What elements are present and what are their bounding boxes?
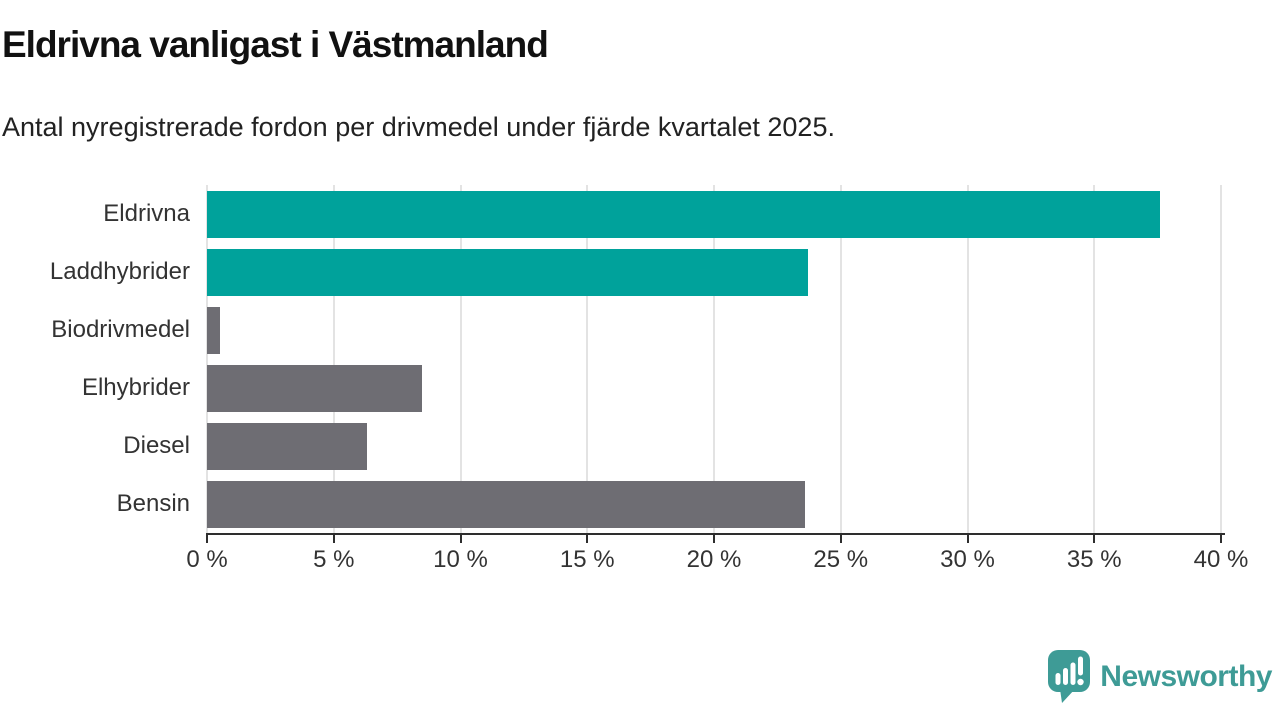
- newsworthy-wordmark: Newsworthy: [1100, 659, 1272, 693]
- gridline-15: [586, 185, 589, 533]
- chart-title: Eldrivna vanligast i Västmanland: [2, 24, 549, 65]
- newsworthy-logo[interactable]: Newsworthy: [1047, 649, 1272, 704]
- gridline-30: [966, 185, 969, 533]
- x-tick-label-30: 30 %: [940, 546, 995, 573]
- gridline-10: [459, 185, 462, 533]
- gridline-35: [1093, 185, 1096, 533]
- x-axis-tick-0: [206, 535, 208, 543]
- gridline-40: [1220, 185, 1222, 533]
- x-axis-tick-25: [839, 535, 842, 543]
- category-label-elhybrider: Elhybrider: [81, 374, 190, 401]
- chart-subtitle: Antal nyregistrerade fordon per drivmede…: [2, 112, 835, 142]
- bar-chart-plot-area: [206, 185, 1222, 533]
- category-label-eldrivna: Eldrivna: [103, 200, 190, 227]
- x-axis-tick-35: [1093, 535, 1096, 543]
- bar-elhybrider: [207, 364, 423, 412]
- x-tick-label-15: 15 %: [559, 546, 615, 573]
- bar-bensin: [207, 480, 806, 528]
- category-label-biodrivmedel: Biodrivmedel: [51, 316, 190, 343]
- x-axis-tick-30: [966, 535, 969, 543]
- x-tick-label-20: 20 %: [686, 546, 742, 573]
- x-tick-label-25: 25 %: [813, 546, 869, 573]
- x-axis-tick-40: [1220, 535, 1222, 543]
- x-tick-label-0: 0 %: [186, 546, 228, 573]
- category-label-laddhybrider: Laddhybrider: [49, 258, 190, 285]
- newsworthy-icon: [1048, 650, 1091, 703]
- gridline-25: [839, 185, 842, 533]
- x-axis-line: [206, 533, 1225, 535]
- bar-eldrivna: [207, 190, 1161, 238]
- gridline-5: [332, 185, 335, 533]
- bar-biodrivmedel: [207, 306, 220, 354]
- category-label-bensin: Bensin: [116, 490, 190, 517]
- x-tick-label-5: 5 %: [313, 546, 355, 573]
- bar-laddhybrider: [207, 248, 808, 296]
- category-label-diesel: Diesel: [123, 432, 190, 459]
- x-axis-tick-10: [459, 535, 462, 543]
- bar-diesel: [207, 422, 367, 470]
- x-tick-label-40: 40 %: [1193, 546, 1249, 573]
- gridline-20: [713, 185, 715, 533]
- x-axis-tick-20: [713, 535, 715, 543]
- x-tick-label-35: 35 %: [1066, 546, 1122, 573]
- x-tick-label-10: 10 %: [433, 546, 488, 573]
- gridline-0: [206, 185, 208, 533]
- x-axis-tick-5: [332, 535, 335, 543]
- x-axis-tick-15: [586, 535, 589, 543]
